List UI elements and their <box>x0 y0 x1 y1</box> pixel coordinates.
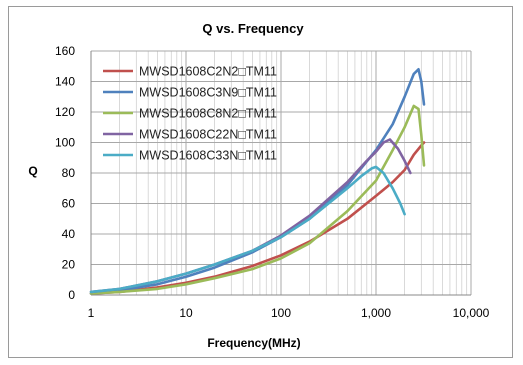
x-tick-label: 1 <box>88 306 95 320</box>
x-tick-label: 1,000 <box>361 306 391 320</box>
y-tick-label: 40 <box>62 227 76 241</box>
legend-label: MWSD1608C8N2□TM11 <box>139 107 277 121</box>
series-line <box>89 165 406 294</box>
y-axis-title: Q <box>28 164 37 178</box>
legend: MWSD1608C2N2□TM11 MWSD1608C3N9□TM11 MWSD16… <box>103 65 277 163</box>
series-layer <box>89 68 426 295</box>
legend-label: MWSD1608C22N□TM11 <box>139 128 277 142</box>
y-tick-label: 160 <box>55 44 75 58</box>
y-tick-label: 140 <box>55 75 75 89</box>
y-tick-label: 20 <box>62 258 76 272</box>
x-tick-label: 100 <box>271 306 291 320</box>
y-tick-label: 60 <box>62 197 76 211</box>
y-tick-label: 0 <box>68 288 75 302</box>
legend-label: MWSD1608C33N□TM11 <box>139 149 277 163</box>
legend-label: MWSD1608C3N9□TM11 <box>139 86 277 100</box>
legend-label: MWSD1608C2N2□TM11 <box>139 65 277 79</box>
chart-frame: Q vs. Frequency 1 10 100 1,000 10,000 0 20 40 60… <box>8 6 513 358</box>
axis-layer: 1 10 100 1,000 10,000 0 20 40 60 80 100 120 140 160 <box>55 44 490 320</box>
x-tick-label: 10,000 <box>453 306 490 320</box>
y-tick-label: 100 <box>55 136 75 150</box>
q-vs-frequency-chart: Q vs. Frequency 1 10 100 1,000 10,000 0 20 40 60… <box>28 21 490 350</box>
x-axis-title: Frequency(MHz) <box>207 336 300 350</box>
y-tick-label: 80 <box>62 166 76 180</box>
series-line <box>89 141 426 295</box>
x-tick-label: 10 <box>179 306 193 320</box>
chart-title: Q vs. Frequency <box>202 21 304 36</box>
series-line <box>89 104 426 295</box>
y-tick-label: 120 <box>55 105 75 119</box>
